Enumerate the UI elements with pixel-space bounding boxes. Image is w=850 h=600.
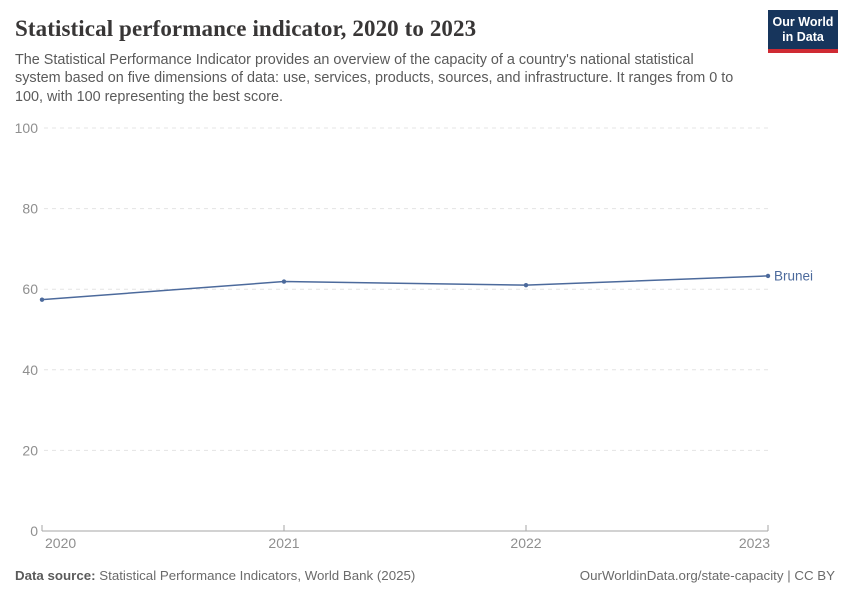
chart-subtitle: The Statistical Performance Indicator pr… [15,52,734,105]
owid-logo-line2: in Data [782,29,824,44]
owid-logo-line1: Our World [772,14,834,29]
y-axis-tick-label: 60 [22,281,38,297]
data-source-label: Data source: [15,568,96,583]
data-source-text: Statistical Performance Indicators, Worl… [95,568,416,583]
y-axis-tick-label: 40 [22,362,38,378]
x-axis-tick-label: 2021 [268,535,299,551]
data-source-note: Data source: Statistical Performance Ind… [15,568,415,583]
y-axis-tick-label: 100 [15,120,39,136]
y-axis-tick-label: 80 [22,201,38,217]
y-axis-tick-label: 20 [22,442,38,458]
x-axis-tick-label: 2023 [739,535,770,551]
series-line [41,275,769,301]
owid-logo: Our World in Data [768,10,838,53]
chart-title: Statistical performance indicator, 2020 … [15,16,477,41]
attribution-text: OurWorldinData.org/state-capacity | CC B… [579,568,835,583]
chart-header: Statistical performance indicator, 2020 … [15,16,755,106]
y-axis-tick-label: 0 [30,523,38,539]
x-axis-tick-label: 2020 [45,535,76,551]
chart-footer: Data source: Statistical Performance Ind… [15,568,835,583]
owid-logo-stripe [768,49,838,53]
data-point-marker [765,273,771,279]
x-axis-tick-label: 2022 [510,535,541,551]
data-point-marker [523,282,529,288]
series-end-label: Brunei [774,268,813,283]
data-point-marker [281,279,287,284]
data-point-marker [39,297,45,302]
